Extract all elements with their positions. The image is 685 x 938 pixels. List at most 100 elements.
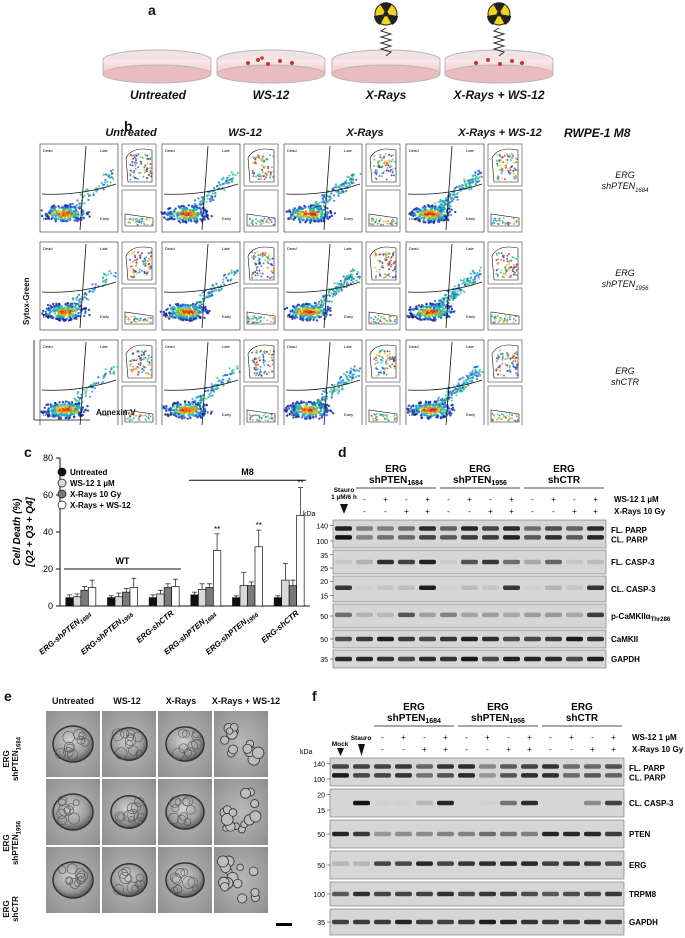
bar-3-1 bbox=[129, 587, 138, 607]
bar-3-4 bbox=[254, 546, 263, 607]
wbd-band-1-5 bbox=[440, 559, 457, 565]
organoid-image-r3-c4 bbox=[214, 847, 268, 913]
wbf-band-2-5 bbox=[437, 831, 454, 837]
wbf-blot-0-label-1: CL. PARP bbox=[629, 774, 666, 783]
bar-0-2 bbox=[148, 597, 158, 607]
svg-text:Late: Late bbox=[344, 148, 353, 153]
wbf-band-2-10 bbox=[542, 831, 559, 837]
wbd-band-3-7 bbox=[482, 612, 499, 618]
flow-gate-plot-r1-c3-bottom bbox=[365, 189, 401, 233]
wbf-band-5-0 bbox=[332, 919, 349, 925]
wbf-band-4-7 bbox=[479, 891, 496, 897]
wbf-band-0-8 bbox=[500, 764, 517, 769]
wbf-blot-3-kda-0: 50 bbox=[317, 863, 325, 870]
wbd-band-5-4 bbox=[419, 656, 436, 662]
wbd-treat-0-mark-0: - bbox=[363, 495, 366, 504]
panel-b-x-axis-label: Annexin-V bbox=[96, 408, 136, 417]
wbd-band-4-1 bbox=[356, 636, 373, 642]
svg-text:Dead: Dead bbox=[409, 246, 419, 251]
wbd-band-1-8 bbox=[503, 559, 520, 565]
e-row2-erg: ERG bbox=[2, 834, 11, 852]
wbd-blot-5 bbox=[332, 649, 607, 669]
wbd-band-3-0 bbox=[335, 612, 352, 618]
wbf-band-0-11 bbox=[563, 773, 580, 778]
wbd-band-1-11 bbox=[566, 559, 583, 565]
panel-a-label-untreated: Untreated bbox=[129, 88, 186, 102]
wbd-band-3-8 bbox=[503, 612, 520, 618]
wbd-treat-1-mark-11: + bbox=[593, 507, 598, 516]
organoid-image-r2-c3 bbox=[158, 779, 212, 845]
legend-swatch-2 bbox=[57, 489, 67, 499]
wbf-treat-0-mark-9: + bbox=[569, 733, 574, 742]
wbd-group-0-line1: ERG bbox=[385, 464, 407, 475]
wbd-treat-label-0: WS-12 1 µM bbox=[614, 495, 659, 504]
wbf-mock-arrow bbox=[337, 748, 344, 756]
wbd-band-5-9 bbox=[524, 656, 541, 662]
wbf-band-1-2 bbox=[374, 800, 391, 806]
wbf-band-5-13 bbox=[605, 919, 622, 925]
wbd-band-0-7 bbox=[482, 535, 499, 540]
wbf-treat-0-mark-6: - bbox=[507, 733, 510, 742]
wbf-band-1-12 bbox=[584, 800, 601, 806]
wbd-band-0-9 bbox=[524, 526, 541, 531]
flow-plot-r2-c3: Dead Late Early Live bbox=[283, 241, 363, 331]
wbf-band-2-1 bbox=[353, 831, 370, 837]
wbf-band-1-1 bbox=[353, 800, 370, 806]
wbd-band-0-2 bbox=[377, 535, 394, 540]
flow-gate-plot-r2-c2-bottom bbox=[243, 287, 279, 331]
organoid-image-r1-c2 bbox=[102, 711, 156, 777]
svg-text:Dead: Dead bbox=[165, 246, 175, 251]
wbf-band-4-11 bbox=[563, 891, 580, 897]
wbf-band-0-7 bbox=[479, 773, 496, 778]
flow-plot-r2-c4: Dead Late Early Live bbox=[405, 241, 485, 331]
wbf-band-0-6 bbox=[458, 773, 475, 778]
wbd-band-0-3 bbox=[398, 535, 415, 540]
wbd-treat-1-mark-7: + bbox=[509, 507, 514, 516]
wbd-band-0-12 bbox=[587, 535, 604, 540]
wbd-band-2-12 bbox=[587, 585, 604, 590]
wbd-treat-1-mark-10: + bbox=[572, 507, 577, 516]
wbd-treat-1-mark-8: - bbox=[531, 507, 534, 516]
e-row3-erg: ERG bbox=[2, 900, 11, 918]
wbd-band-2-5 bbox=[440, 585, 457, 590]
wbd-band-3-4 bbox=[419, 612, 436, 618]
wbd-band-3-3 bbox=[398, 612, 415, 618]
svg-text:Late: Late bbox=[466, 148, 475, 153]
wbd-band-5-12 bbox=[587, 656, 604, 662]
flow-plot-r1-c1: Dead Late Early Live bbox=[39, 143, 119, 233]
svg-text:Live: Live bbox=[165, 216, 173, 221]
flow-gate-plot-r1-c4-top bbox=[487, 143, 523, 187]
svg-text:Early: Early bbox=[100, 314, 109, 319]
bar-3-0 bbox=[87, 587, 97, 607]
wbf-blot-1-label-0: CL. CASP-3 bbox=[629, 799, 674, 808]
wbf-blot-2-kda-0: 50 bbox=[317, 832, 325, 839]
svg-text:Dead: Dead bbox=[43, 246, 53, 251]
wbd-band-1-12 bbox=[587, 559, 604, 565]
wbd-treat-0-mark-9: + bbox=[551, 495, 556, 504]
wbf-treat-label-0: WS-12 1 µM bbox=[632, 733, 677, 742]
wbf-treat-0-mark-11: + bbox=[611, 733, 616, 742]
panel-a-label-ws12: WS-12 bbox=[252, 88, 290, 102]
wbf-treat-0-mark-8: - bbox=[549, 733, 552, 742]
wbf-band-0-5 bbox=[437, 764, 454, 769]
svg-text:Early: Early bbox=[222, 314, 231, 319]
wbd-band-5-1 bbox=[356, 656, 373, 662]
y-tick-label-2: 40 bbox=[43, 527, 53, 537]
bar-1-5 bbox=[281, 579, 290, 607]
e-row2-sh: shPTEN bbox=[11, 834, 20, 866]
wbd-band-5-3 bbox=[398, 656, 415, 662]
wbd-group-0-line2: shPTEN1684 bbox=[369, 475, 423, 487]
organoid-image-r1-c1 bbox=[46, 711, 100, 777]
organoid-image-r2-c4 bbox=[214, 779, 268, 845]
wbf-band-5-7 bbox=[479, 919, 496, 925]
flow-plot-r1-c2: Dead Late Early Live bbox=[160, 143, 241, 233]
panel-label-e: e bbox=[4, 688, 12, 704]
panel-e-images bbox=[46, 711, 292, 926]
flow-plot-r1-c3: Dead Late Early Live bbox=[283, 143, 363, 233]
panel-b-row-label-2: ERG shPTEN1956 bbox=[590, 268, 660, 295]
wbf-band-1-7 bbox=[479, 800, 496, 806]
wbd-treat-1-mark-3: + bbox=[425, 507, 430, 516]
